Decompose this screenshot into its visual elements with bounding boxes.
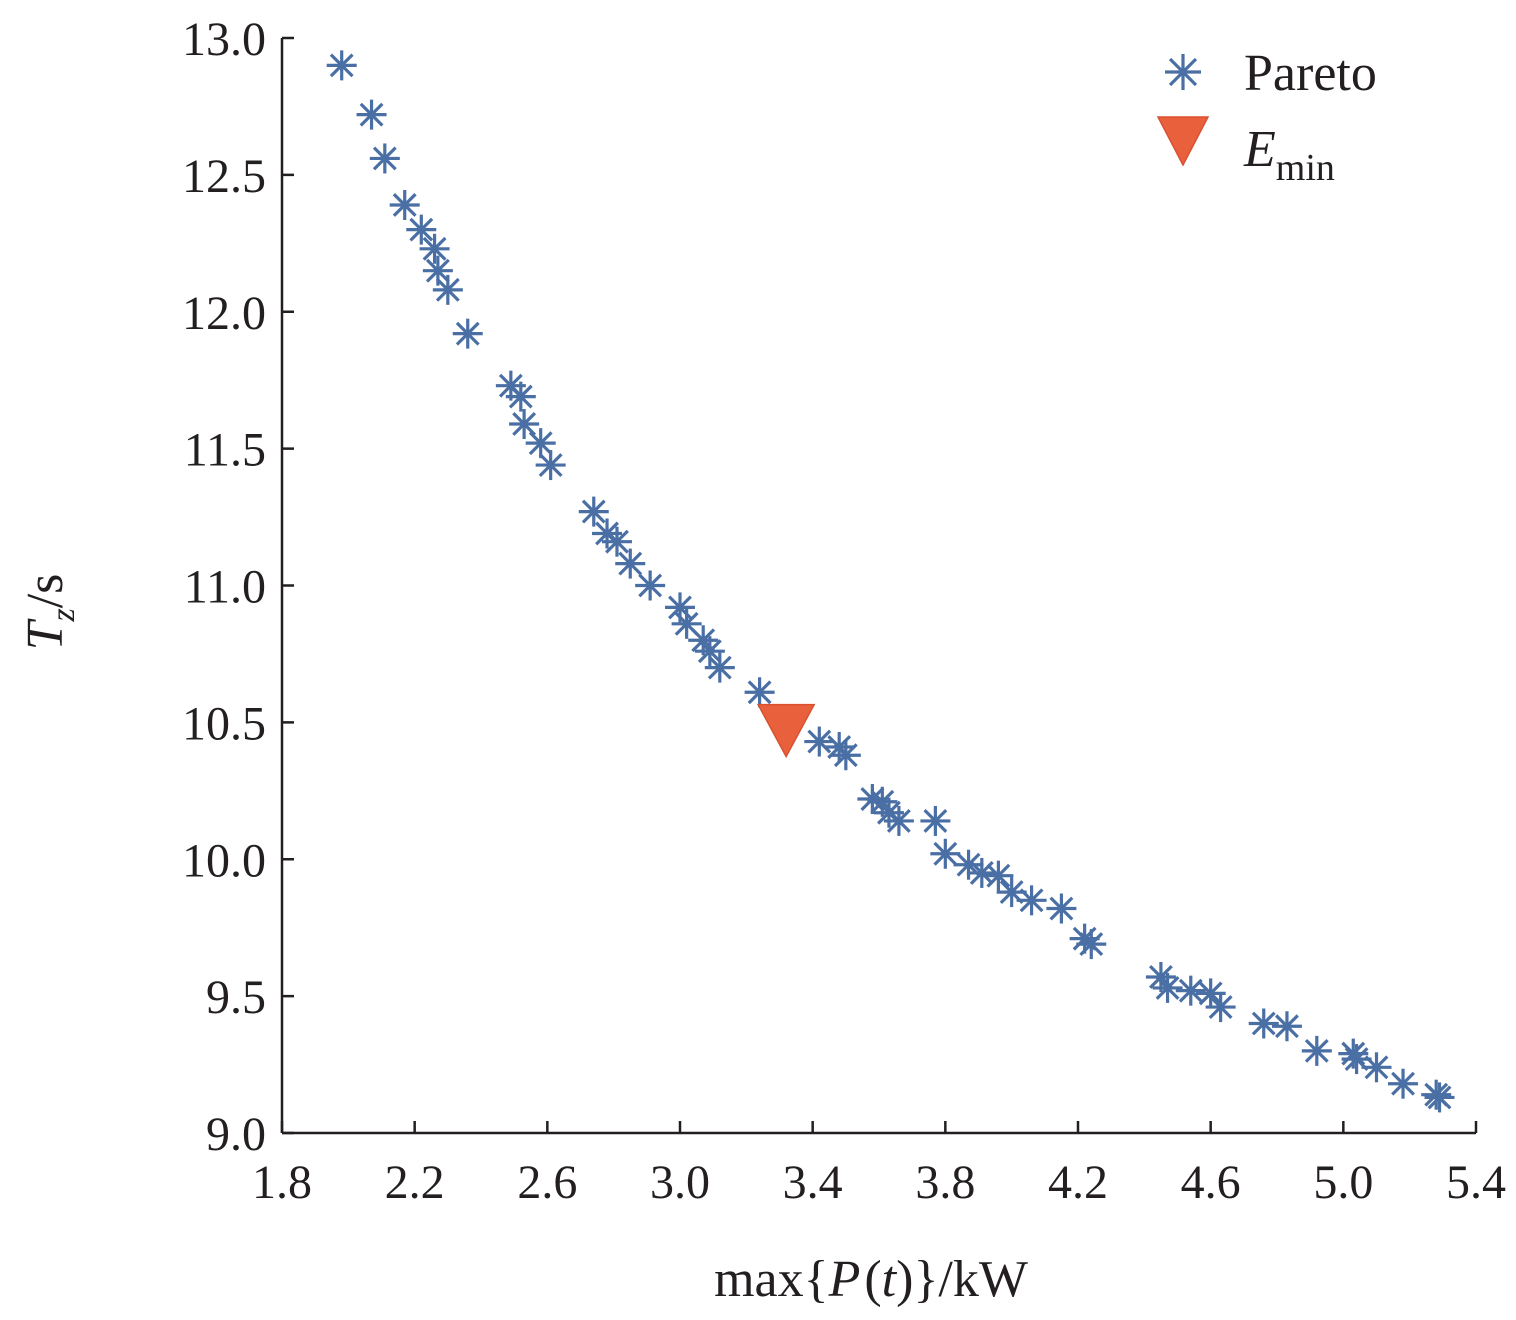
emin-point bbox=[756, 703, 816, 759]
pareto-point bbox=[1301, 1035, 1332, 1066]
pareto-point bbox=[635, 570, 666, 601]
pareto-point bbox=[1016, 885, 1047, 916]
pareto-point bbox=[1076, 929, 1107, 960]
pareto-point bbox=[920, 805, 951, 836]
pareto-point bbox=[1205, 992, 1236, 1023]
pareto-point bbox=[615, 548, 646, 579]
legend: Pareto Emin bbox=[1156, 45, 1377, 189]
pareto-point bbox=[830, 740, 861, 771]
x-tick-label: 4.6 bbox=[1181, 1156, 1241, 1209]
pareto-point bbox=[1361, 1052, 1392, 1083]
pareto-point bbox=[1175, 975, 1206, 1006]
pareto-point bbox=[883, 805, 914, 836]
y-tick-label: 11.5 bbox=[184, 424, 266, 477]
x-tick-label: 3.4 bbox=[783, 1156, 843, 1209]
pareto-point bbox=[389, 189, 420, 220]
y-tick-label: 10.5 bbox=[182, 697, 266, 750]
legend-pareto-marker bbox=[1165, 54, 1201, 90]
y-tick-label: 12.5 bbox=[182, 150, 266, 203]
pareto-point bbox=[1152, 972, 1183, 1003]
x-tick-label: 3.8 bbox=[915, 1156, 975, 1209]
pareto-point bbox=[1046, 893, 1077, 924]
x-tick-label: 5.0 bbox=[1313, 1156, 1373, 1209]
y-tick-label: 9.0 bbox=[206, 1108, 266, 1161]
pareto-point bbox=[452, 318, 483, 349]
x-tick-label: 2.2 bbox=[385, 1156, 445, 1209]
pareto-point bbox=[505, 381, 536, 412]
y-axis-ticks: 9.0 9.5 10.0 10.5 11.0 11.5 12.0 12.5 13.0 bbox=[182, 13, 294, 1161]
legend-pareto-label: Pareto bbox=[1244, 45, 1377, 102]
x-tick-label: 1.8 bbox=[252, 1156, 312, 1209]
pareto-point bbox=[525, 428, 556, 459]
pareto-point bbox=[744, 677, 775, 708]
plot-area: 1.8 2.2 2.6 3.0 3.4 3.8 4.2 4.6 5.0 5.4 9.0 9.5 10.… bbox=[182, 13, 1506, 1209]
legend-emin-marker bbox=[1156, 116, 1210, 167]
x-tick-label: 3.0 bbox=[650, 1156, 710, 1209]
y-tick-label: 13.0 bbox=[182, 13, 266, 66]
pareto-point bbox=[432, 274, 463, 305]
pareto-point bbox=[369, 143, 400, 174]
pareto-series bbox=[326, 50, 1455, 1113]
x-axis-ticks: 1.8 2.2 2.6 3.0 3.4 3.8 4.2 4.6 5.0 5.4 bbox=[252, 1121, 1506, 1209]
pareto-point bbox=[1424, 1082, 1455, 1113]
pareto-point bbox=[1248, 1008, 1279, 1039]
pareto-point bbox=[406, 214, 437, 245]
pareto-point bbox=[326, 50, 357, 81]
pareto-point bbox=[704, 652, 735, 683]
legend-pareto-star bbox=[1165, 54, 1201, 90]
pareto-point bbox=[535, 450, 566, 481]
pareto-point bbox=[1271, 1011, 1302, 1042]
x-tick-label: 5.4 bbox=[1446, 1156, 1506, 1209]
pareto-point bbox=[509, 408, 540, 439]
x-tick-label: 4.2 bbox=[1048, 1156, 1108, 1209]
pareto-point bbox=[694, 636, 725, 667]
pareto-point bbox=[1388, 1068, 1419, 1099]
y-axis-title: Tz/s bbox=[17, 574, 82, 651]
emin-series bbox=[756, 703, 816, 759]
pareto-point bbox=[578, 496, 609, 527]
pareto-point bbox=[601, 526, 632, 557]
pareto-point bbox=[983, 860, 1014, 891]
y-tick-label: 12.0 bbox=[182, 287, 266, 340]
x-axis-title: max{P(t)}/kW bbox=[714, 1251, 1028, 1308]
y-tick-label: 9.5 bbox=[206, 971, 266, 1024]
pareto-point bbox=[356, 99, 387, 130]
y-tick-label: 10.0 bbox=[182, 834, 266, 887]
x-tick-label: 2.6 bbox=[517, 1156, 577, 1209]
pareto-point bbox=[419, 233, 450, 264]
pareto-point bbox=[930, 838, 961, 869]
y-tick-label: 11.0 bbox=[184, 561, 266, 614]
legend-emin-label: Emin bbox=[1243, 121, 1335, 189]
pareto-point bbox=[1195, 978, 1226, 1009]
pareto-point bbox=[804, 726, 835, 757]
